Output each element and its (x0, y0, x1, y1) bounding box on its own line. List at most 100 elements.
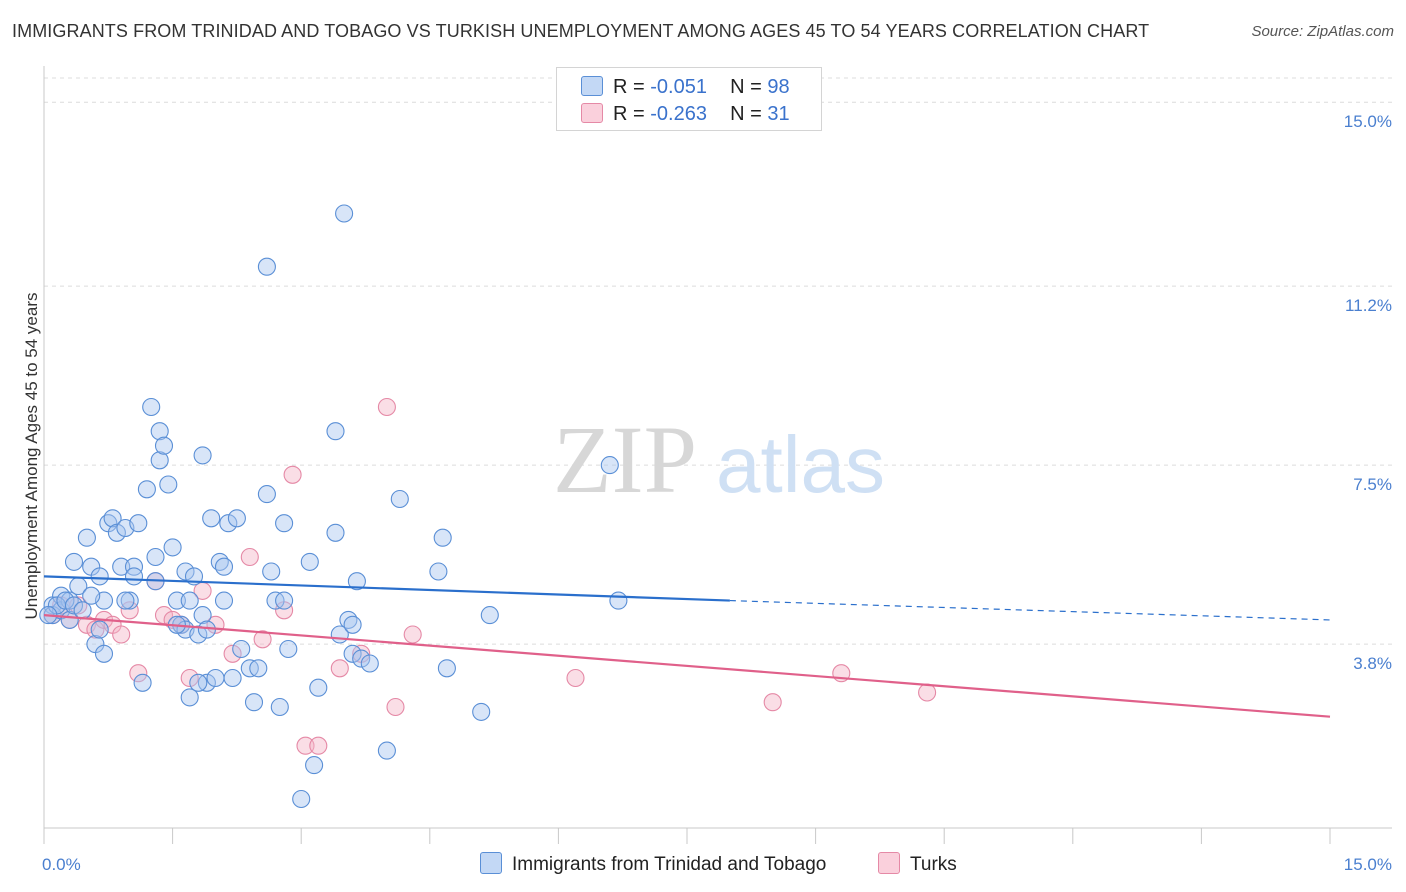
trinidad-point (163, 538, 182, 557)
legend-row-turks: R = -0.263 N = 31 (581, 103, 790, 126)
trinidad-point (433, 528, 452, 547)
watermark-zip: ZIP (553, 406, 697, 513)
turks-point (223, 644, 242, 663)
trinidad-point (193, 446, 212, 465)
trinidad-point (300, 552, 319, 571)
trinidad-point (167, 591, 186, 610)
trinidad-point (120, 591, 139, 610)
legend-swatch-blue (581, 76, 603, 96)
legend-n-value: 31 (767, 103, 790, 125)
turks-point (309, 736, 328, 755)
trinidad-point (133, 673, 152, 692)
y-axis-label: Unemployment Among Ages 45 to 54 years (22, 293, 41, 620)
turks-point (240, 547, 259, 567)
trinidad-point (480, 606, 499, 625)
trinidad-point (137, 480, 156, 499)
turks-point (296, 736, 315, 755)
turks-point (566, 668, 585, 688)
trinidad-point (227, 509, 246, 528)
trinidad-point (219, 514, 238, 533)
legend-r-value: -0.051 (650, 76, 707, 98)
trinidad-point (326, 523, 345, 542)
trinidad-point (214, 557, 234, 576)
trinidad-point (197, 620, 216, 639)
trinidad-point (202, 509, 221, 528)
trinidad-point (600, 456, 619, 475)
turks-point (330, 659, 349, 678)
trinidad-trend-line (43, 575, 730, 602)
trinidad-point (112, 557, 131, 576)
trinidad-point (124, 557, 144, 576)
trend-lines (43, 575, 1331, 718)
turks-point (377, 397, 396, 417)
turks-point (180, 668, 199, 688)
trinidad-point (223, 668, 242, 688)
trinidad-point (94, 644, 114, 663)
trinidad-point (305, 756, 324, 775)
trinidad-point (257, 257, 276, 276)
trinidad-point (124, 567, 144, 586)
trinidad-point (335, 204, 354, 223)
trinidad-point (159, 475, 178, 494)
trinidad-point (90, 620, 109, 639)
trinidad-point (150, 422, 169, 441)
legend-r-value: -0.263 (650, 103, 707, 125)
bottom-legend-turks: Turks (878, 852, 957, 876)
trinidad-point (146, 547, 165, 567)
trinidad-point (154, 436, 174, 455)
trinidad-point (347, 572, 366, 591)
trinidad-point (107, 523, 126, 542)
bottom-legend-swatch-blue (480, 852, 502, 874)
trinidad-point (343, 615, 362, 634)
trinidad-point (180, 688, 199, 707)
trinidad-point (116, 591, 135, 610)
chart-title: IMMIGRANTS FROM TRINIDAD AND TOBAGO VS T… (12, 21, 1150, 41)
trinidad-point (176, 562, 195, 581)
legend-swatch-pink (581, 103, 603, 123)
trinidad-point (275, 514, 294, 533)
trinidad-point (343, 644, 362, 663)
trinidad-point (64, 596, 84, 615)
trinidad-point (103, 509, 122, 528)
trinidad-point (609, 591, 628, 610)
turks-point (253, 630, 272, 649)
bottom-legend-trinidad: Immigrants from Trinidad and Tobago (480, 852, 826, 876)
trinidad-point (472, 702, 491, 721)
trinidad-point (82, 586, 101, 605)
turks-point (763, 693, 782, 712)
trinidad-point (249, 659, 268, 678)
trinidad-point (270, 697, 289, 717)
turks-point (112, 625, 131, 644)
trinidad-point (309, 678, 328, 697)
trinidad-point (292, 789, 311, 809)
trinidad-trend-extension (729, 599, 1331, 621)
legend-row-trinidad: R = -0.051 N = 98 (581, 76, 790, 99)
turks-points (43, 397, 937, 755)
trinidad-point (189, 673, 208, 692)
legend-r-label: R = (613, 76, 645, 98)
trinidad-point (56, 591, 75, 610)
bottom-legend-label: Turks (910, 854, 957, 875)
trinidad-point (390, 489, 409, 509)
trinidad-point (352, 649, 371, 668)
legend-n-label: N = (730, 76, 762, 98)
trinidad-point (257, 485, 276, 504)
turks-point (918, 683, 937, 702)
turks-point (283, 465, 302, 484)
axis-layer: 3.8% 7.5% 11.2% 15.0% 0.0% 15.0% (42, 66, 1392, 874)
turks-point (129, 664, 148, 683)
legend-n-value: 98 (767, 76, 790, 98)
trinidad-point (189, 625, 208, 644)
source-credit: Source: ZipAtlas.com (1251, 23, 1394, 40)
trinidad-point (142, 397, 161, 417)
trinidad-point (150, 451, 169, 470)
trinidad-point (129, 514, 148, 533)
trinidad-point (437, 659, 456, 678)
trinidad-point (279, 639, 298, 659)
x-tick-label: 0.0% (42, 855, 81, 874)
trinidad-point (60, 610, 79, 629)
y-tick-label: 7.5% (1353, 475, 1392, 494)
trinidad-point (90, 567, 109, 586)
trinidad-points (39, 204, 628, 809)
